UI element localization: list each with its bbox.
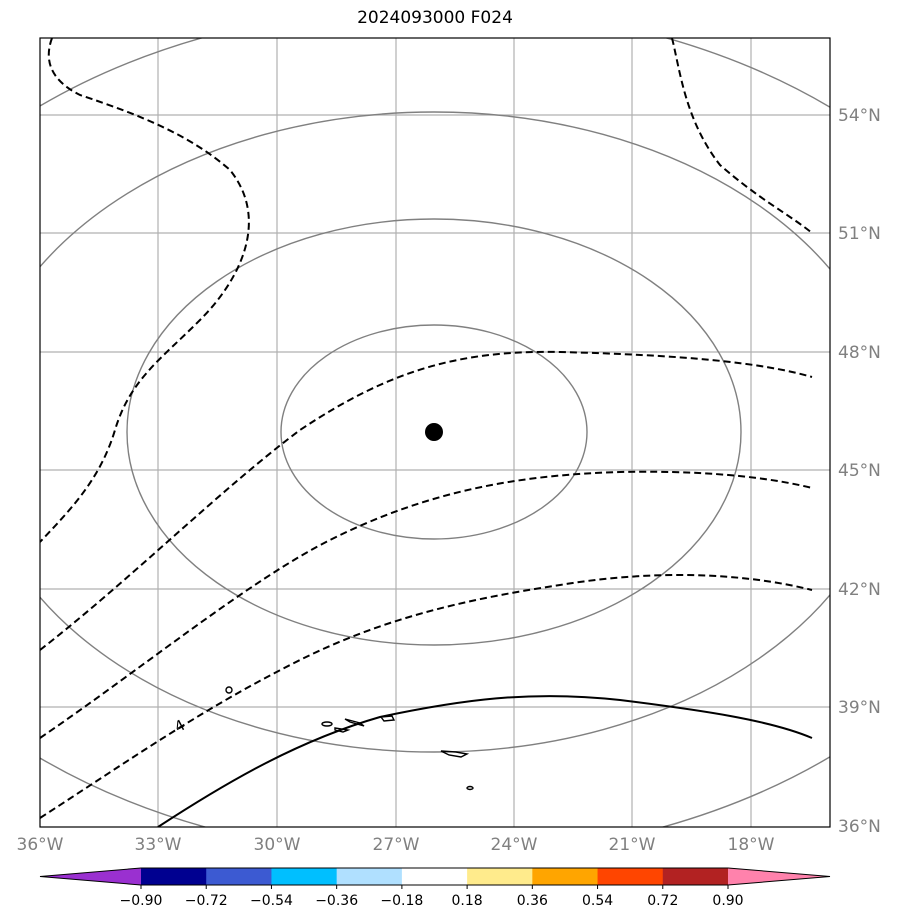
lon-tick-label: 36°W — [17, 835, 64, 855]
colorbar-segment — [532, 868, 599, 885]
colorbar-segment — [597, 868, 664, 885]
lat-tick-label: 54°N — [838, 106, 881, 126]
range-ring — [280, 324, 588, 540]
island — [379, 715, 396, 722]
island — [440, 750, 470, 758]
colorbar-segment — [141, 868, 207, 885]
graticule — [40, 38, 830, 827]
colorbar-tick-label: 0.54 — [582, 893, 613, 909]
colorbar: −0.90 −0.72 −0.54 −0.36 −0.18 0.18 0.36 0.54 0.7… — [39, 867, 831, 909]
colorbar-tick-label: 0.90 — [712, 893, 743, 909]
island — [466, 785, 474, 791]
colorbar-under-extend — [40, 868, 141, 885]
lat-tick-label: 45°N — [838, 461, 881, 481]
lon-tick-label: 24°W — [491, 835, 538, 855]
island — [321, 721, 333, 727]
range-ring — [40, 38, 830, 827]
colorbar-tick-label: 0.18 — [452, 893, 483, 909]
lat-tick-label: 51°N — [838, 224, 881, 244]
map-frame — [39, 37, 831, 828]
dashed-contour — [40, 573, 813, 819]
lat-tick-labels: 54°N 51°N 48°N 45°N 42°N 39°N 36°N — [838, 106, 881, 837]
range-ring — [126, 218, 742, 646]
colorbar-tick-label: −0.54 — [250, 893, 293, 909]
solid-contour — [157, 695, 813, 827]
colorbar-segment — [336, 868, 403, 885]
coastlines — [225, 686, 474, 791]
lat-tick-label: 39°N — [838, 698, 881, 718]
colorbar-segment — [401, 868, 468, 885]
lat-tick-label: 42°N — [838, 580, 881, 600]
lat-tick-label: 48°N — [838, 343, 881, 363]
dashed-contour — [40, 38, 250, 543]
lat-tick-label: 36°N — [838, 817, 881, 837]
island — [334, 727, 351, 733]
range-ring — [40, 111, 830, 753]
colorbar-segment — [662, 868, 729, 885]
dashed-contour — [671, 38, 813, 234]
contour-label: 4 — [171, 716, 188, 736]
colorbar-tick-label: −0.36 — [315, 893, 358, 909]
colorbar-tick-label: −0.72 — [185, 893, 228, 909]
colorbar-tick-label: 0.72 — [647, 893, 678, 909]
lon-tick-label: 21°W — [609, 835, 656, 855]
lon-tick-label: 18°W — [728, 835, 775, 855]
colorbar-over-extend — [728, 868, 830, 885]
dashed-contour — [40, 470, 813, 739]
colorbar-segment — [206, 868, 272, 885]
dashed-contour — [40, 350, 813, 651]
colorbar-tick-label: −0.90 — [120, 893, 163, 909]
island — [344, 718, 365, 727]
figure-title: 2024093000 F024 — [357, 8, 513, 28]
colorbar-segment — [271, 868, 338, 885]
dashed-contours — [40, 38, 813, 819]
lon-tick-label: 33°W — [135, 835, 182, 855]
lon-tick-label: 27°W — [373, 835, 420, 855]
island — [225, 686, 233, 694]
colorbar-tick-label: 0.36 — [517, 893, 548, 909]
colorbar-tick-label: −0.18 — [380, 893, 423, 909]
colorbar-segment — [467, 868, 533, 885]
storm-center-dot — [425, 423, 443, 441]
lon-tick-label: 30°W — [254, 835, 301, 855]
lon-tick-labels: 36°W 33°W 30°W 27°W 24°W 21°W 18°W — [17, 835, 775, 855]
